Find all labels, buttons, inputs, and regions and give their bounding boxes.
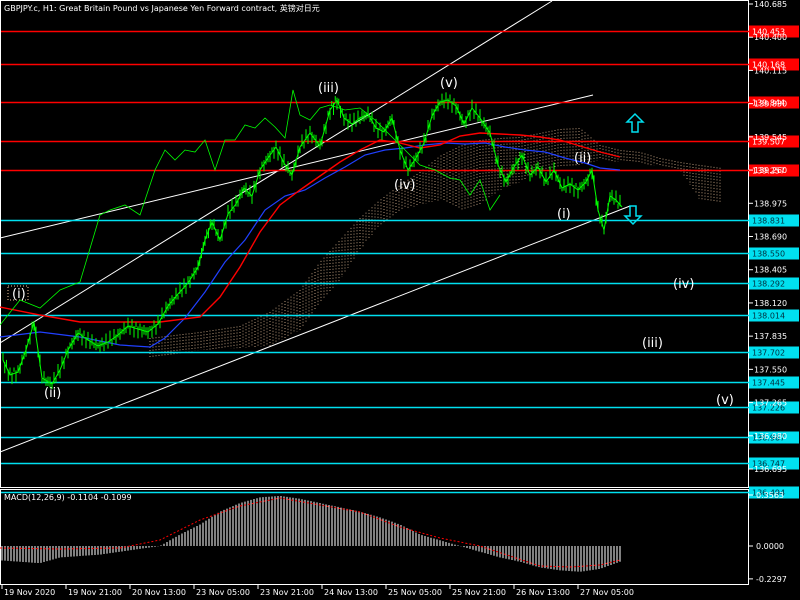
wave-label-i-1: (i) [12,287,26,302]
level-price-tag [749,164,799,177]
trend-channel [0,0,631,453]
level-price-tag [749,96,799,109]
macd-panel-frame [0,489,749,585]
price-tick-label: 137.835 [754,332,787,341]
wave-label-iv-2: (iv) [673,277,694,292]
wave-label-ii-1: (ii) [44,386,61,401]
chikou-span [0,89,501,326]
macd-axis: 0.3563 0.0000 -0.2297 [749,491,787,584]
channel-upper-line [0,0,553,344]
level-price-label: 139.507 [752,138,785,147]
level-price-tag [749,277,799,290]
macd-title: MACD(12,26,9) -0.1104 -0.1099 [4,493,132,502]
level-price-label: 139.257 [752,167,785,176]
level-price-tag [749,431,799,444]
price-tick-label: 140.400 [754,33,787,42]
moving-average-red [0,132,621,323]
macd-tick-label: -0.2297 [756,575,787,584]
price-axis: 140.685 140.400 140.115 139.830 139.545 139.2… [749,0,787,474]
time-tick-label: 24 Nov 13:00 [324,588,378,597]
level-price-label: 137.702 [752,349,785,358]
main-panel-frame [0,0,749,488]
price-levels: 140.453 140.168 139.844 139.507 139.257 138.8… [1,25,799,499]
candle-bodies [2,92,621,389]
level-price-label: 138.292 [752,280,785,289]
price-tick-label: 138.690 [754,233,787,242]
level-price-tag [749,309,799,322]
wave-label-v-2: (v) [716,393,734,408]
time-tick-label: 19 Nov 21:00 [68,588,122,597]
wave-label-iv-1: (iv) [394,178,415,193]
macd-signal-line [0,497,621,568]
time-tick-label: 23 Nov 21:00 [260,588,314,597]
time-tick-label: 19 Nov 2020 [4,588,55,597]
level-price-label: 140.453 [752,28,785,37]
ichimoku-cloud [7,128,721,358]
level-price-tag [749,486,799,499]
level-price-label: 140.168 [752,61,785,70]
level-price-label: 136.747 [752,460,785,469]
level-price-tag [749,25,799,38]
time-tick-label: 25 Nov 05:00 [388,588,442,597]
arrow-down-icon [623,205,643,226]
level-price-tag [749,214,799,227]
macd-histogram [1,496,621,572]
wave-label-ii-2: (ii) [574,151,591,166]
level-price-tag [749,247,799,260]
time-axis: 19 Nov 2020 19 Nov 21:00 20 Nov 13:00 23 No… [1,585,634,597]
wave-label-v-1: (v) [440,76,458,91]
level-price-label: 137.226 [752,404,785,413]
macd-tick-label: 0.0000 [756,542,784,551]
price-tick-label: 138.120 [754,299,787,308]
level-price-tag [749,58,799,71]
macd-tick-label: 0.3563 [756,491,784,500]
wave-label-i-2: (i) [557,207,571,222]
level-price-tag [749,401,799,414]
time-tick-label: 23 Nov 05:00 [196,588,250,597]
moving-average-blue [0,142,621,348]
time-tick-label: 25 Nov 21:00 [452,588,506,597]
time-tick-label: 20 Nov 13:00 [132,588,186,597]
price-tick-label: 137.265 [754,399,787,408]
price-tick-label: 136.695 [754,465,787,474]
price-tick-label: 137.550 [754,365,787,374]
price-tick-label: 140.115 [754,66,787,75]
price-tick-label: 139.545 [754,133,787,142]
chart-title: GBPJPY.c, H1: Great Britain Pound vs Jap… [4,3,320,13]
level-price-label: 136.494 [752,489,785,498]
price-tick-label: 140.685 [754,0,787,9]
price-tick-label: 139.260 [754,166,787,175]
level-price-label: 138.550 [752,250,785,259]
wave-label-iii-2: (iii) [642,336,663,351]
level-price-tag [749,457,799,470]
level-price-tag [749,135,799,148]
price-tick-label: 138.405 [754,266,787,275]
price-tick-label: 139.830 [754,100,787,109]
wave-label-iii-1: (iii) [318,81,339,96]
time-tick-label: 26 Nov 13:00 [516,588,570,597]
level-price-tag [749,346,799,359]
price-tick-label: 136.980 [754,432,787,441]
price-tick-label: 138.975 [754,199,787,208]
level-price-label: 139.844 [752,99,785,108]
wave-labels: (i) (ii) (iii) (iv) (v) (i) (ii) (iv) (i… [12,76,734,408]
level-price-label: 137.445 [752,379,785,388]
time-tick-label: 27 Nov 05:00 [580,588,634,597]
level-price-label: 136.967 [752,434,785,443]
arrow-up-icon [625,112,645,133]
channel-lower-line [0,205,631,453]
level-price-label: 138.831 [752,217,785,226]
cloud-fragment [7,285,29,301]
level-price-label: 138.014 [752,312,785,321]
level-price-tag [749,376,799,389]
